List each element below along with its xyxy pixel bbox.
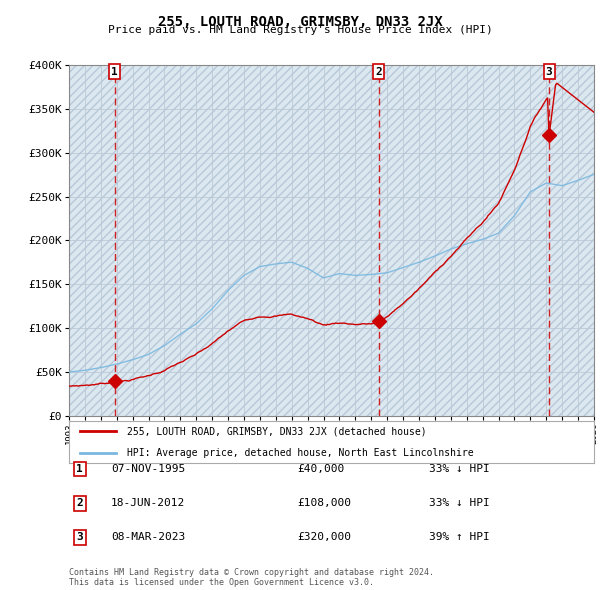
Text: 3: 3 (546, 67, 553, 77)
Text: Price paid vs. HM Land Registry's House Price Index (HPI): Price paid vs. HM Land Registry's House … (107, 25, 493, 35)
Text: 3: 3 (76, 533, 83, 542)
Text: This data is licensed under the Open Government Licence v3.0.: This data is licensed under the Open Gov… (69, 578, 374, 587)
Text: 33% ↓ HPI: 33% ↓ HPI (429, 464, 490, 474)
Text: 2: 2 (375, 67, 382, 77)
Text: 2: 2 (76, 499, 83, 508)
Text: £108,000: £108,000 (297, 499, 351, 508)
Text: 07-NOV-1995: 07-NOV-1995 (111, 464, 185, 474)
Text: £40,000: £40,000 (297, 464, 344, 474)
Text: 33% ↓ HPI: 33% ↓ HPI (429, 499, 490, 508)
Text: 08-MAR-2023: 08-MAR-2023 (111, 533, 185, 542)
Text: HPI: Average price, detached house, North East Lincolnshire: HPI: Average price, detached house, Nort… (127, 448, 473, 457)
Text: 255, LOUTH ROAD, GRIMSBY, DN33 2JX: 255, LOUTH ROAD, GRIMSBY, DN33 2JX (158, 15, 442, 29)
Text: 18-JUN-2012: 18-JUN-2012 (111, 499, 185, 508)
Text: £320,000: £320,000 (297, 533, 351, 542)
Text: 1: 1 (76, 464, 83, 474)
Text: 255, LOUTH ROAD, GRIMSBY, DN33 2JX (detached house): 255, LOUTH ROAD, GRIMSBY, DN33 2JX (deta… (127, 427, 427, 436)
Text: 1: 1 (111, 67, 118, 77)
Text: 39% ↑ HPI: 39% ↑ HPI (429, 533, 490, 542)
Text: Contains HM Land Registry data © Crown copyright and database right 2024.: Contains HM Land Registry data © Crown c… (69, 568, 434, 577)
